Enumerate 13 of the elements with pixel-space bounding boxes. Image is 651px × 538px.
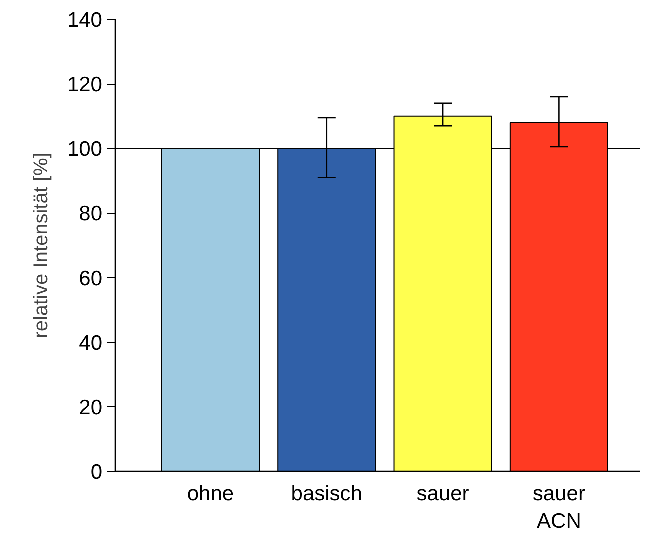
- y-tick-label: 60: [79, 267, 102, 290]
- x-tick-label: ohne: [187, 482, 234, 506]
- y-axis-title: relative Intensität [%]: [30, 152, 52, 338]
- y-tick-label: 40: [79, 332, 102, 355]
- y-tick-label: 100: [67, 138, 103, 162]
- y-tick-label: 140: [67, 9, 103, 32]
- x-tick-label: sauer: [416, 482, 470, 506]
- y-tick-label: 120: [67, 74, 103, 97]
- y-tick-label: 20: [79, 396, 102, 420]
- y-tick-label: 0: [90, 461, 103, 484]
- y-tick-label: 80: [79, 202, 102, 226]
- x-tick-label: basisch: [291, 482, 362, 506]
- x-tick-label: sauer ACN: [532, 482, 586, 534]
